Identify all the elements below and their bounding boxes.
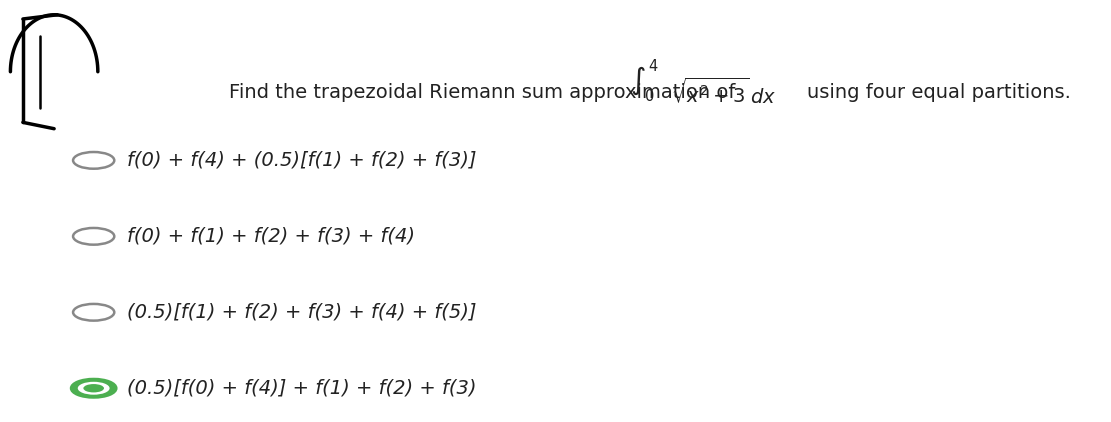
Text: f(0) + f(1) + f(2) + f(3) + f(4): f(0) + f(1) + f(2) + f(3) + f(4) <box>128 227 416 246</box>
Text: using four equal partitions.: using four equal partitions. <box>807 83 1071 103</box>
Text: f(0) + f(4) + (0.5)[f(1) + f(2) + f(3)]: f(0) + f(4) + (0.5)[f(1) + f(2) + f(3)] <box>128 151 477 170</box>
Text: $\int_0^4$: $\int_0^4$ <box>630 57 659 103</box>
Text: $\sqrt{x^2+3}\,dx$: $\sqrt{x^2+3}\,dx$ <box>671 78 777 108</box>
Circle shape <box>83 384 104 392</box>
Circle shape <box>71 379 117 398</box>
Text: (0.5)[f(1) + f(2) + f(3) + f(4) + f(5)]: (0.5)[f(1) + f(2) + f(3) + f(4) + f(5)] <box>128 303 477 322</box>
Text: (0.5)[f(0) + f(4)] + f(1) + f(2) + f(3): (0.5)[f(0) + f(4)] + f(1) + f(2) + f(3) <box>128 379 477 398</box>
Text: Find the trapezoidal Riemann sum approximation of: Find the trapezoidal Riemann sum approxi… <box>229 83 735 103</box>
Circle shape <box>78 382 110 395</box>
